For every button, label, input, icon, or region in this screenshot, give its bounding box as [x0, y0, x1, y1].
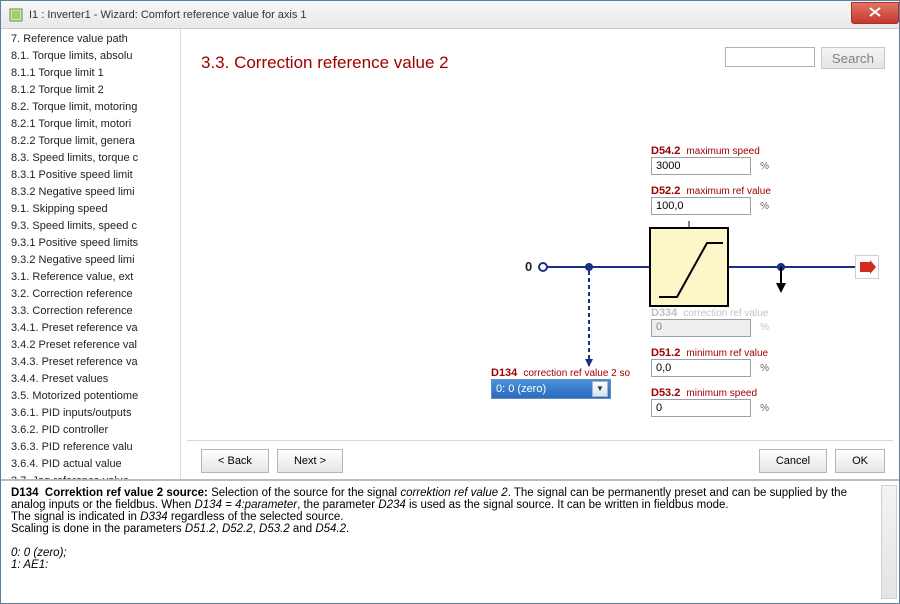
- param-code: D53.2: [651, 387, 680, 399]
- help-text: , the parameter: [297, 499, 378, 511]
- param-d54-2-input[interactable]: [651, 157, 751, 175]
- help-text: The signal is indicated in: [11, 511, 140, 523]
- param-unit: %: [760, 403, 769, 414]
- nav-item[interactable]: 8.2.1 Torque limit, motori: [1, 116, 180, 133]
- nav-item[interactable]: 8.1. Torque limits, absolu: [1, 48, 180, 65]
- help-scrollbar[interactable]: [881, 485, 897, 599]
- nav-item[interactable]: 3.4.4. Preset values: [1, 371, 180, 388]
- param-code: D134: [491, 367, 517, 379]
- param-label: minimum ref value: [686, 348, 768, 359]
- titlebar: I1 : Inverter1 - Wizard: Comfort referen…: [1, 1, 899, 29]
- nav-item[interactable]: 9.1. Skipping speed: [1, 201, 180, 218]
- param-label: minimum speed: [686, 388, 757, 399]
- help-title: Correktion ref value 2 source:: [45, 487, 208, 499]
- zero-label: 0: [525, 259, 532, 274]
- param-label: correction ref value: [683, 308, 768, 319]
- nav-item[interactable]: 8.2.2 Torque limit, genera: [1, 133, 180, 150]
- param-d52-2-input[interactable]: [651, 197, 751, 215]
- param-d51-2: D51.2 minimum ref value %: [651, 347, 769, 377]
- separator: [187, 440, 893, 441]
- param-d334-value: 0: [651, 319, 751, 337]
- help-text: D54.2: [315, 523, 346, 535]
- param-d53-2: D53.2 minimum speed %: [651, 387, 769, 417]
- close-button[interactable]: [851, 2, 899, 24]
- back-button[interactable]: < Back: [201, 449, 269, 473]
- nav-item[interactable]: 3.4.3. Preset reference va: [1, 354, 180, 371]
- param-code: D54.2: [651, 145, 680, 157]
- search-input[interactable]: [725, 47, 815, 67]
- arrow-right-icon: [858, 260, 876, 274]
- param-unit: %: [760, 363, 769, 374]
- help-text: and: [290, 523, 316, 535]
- param-unit: %: [760, 161, 769, 172]
- param-unit: %: [760, 201, 769, 212]
- param-d334: D334 correction ref value 0 %: [651, 307, 769, 337]
- nav-item[interactable]: 9.3.2 Negative speed limi: [1, 252, 180, 269]
- help-option: 0: 0 (zero);: [11, 547, 67, 559]
- limiter-block: [649, 227, 729, 307]
- content-pane: Search 3.3. Correction reference value 2…: [181, 29, 899, 479]
- help-text: D51.2: [185, 523, 216, 535]
- ok-button[interactable]: OK: [835, 449, 885, 473]
- d134-dropdown[interactable]: 0: 0 (zero) ▼: [491, 379, 611, 399]
- nav-item[interactable]: 3.3. Correction reference: [1, 303, 180, 320]
- help-option: 1: AE1:: [11, 559, 48, 571]
- nav-item[interactable]: 8.1.2 Torque limit 2: [1, 82, 180, 99]
- param-label: correction ref value 2 so: [523, 368, 630, 379]
- param-d52-2: D52.2 maximum ref value %: [651, 185, 771, 215]
- search-button[interactable]: Search: [821, 47, 885, 69]
- nav-item[interactable]: 3.6.3. PID reference valu: [1, 439, 180, 456]
- help-text: D53.2: [259, 523, 290, 535]
- nav-item[interactable]: 8.3. Speed limits, torque c: [1, 150, 180, 167]
- nav-item[interactable]: 3.6.2. PID controller: [1, 422, 180, 439]
- help-text: D134 = 4:parameter: [194, 499, 297, 511]
- param-code: D51.2: [651, 347, 680, 359]
- param-unit: %: [760, 322, 769, 333]
- nav-item[interactable]: 8.1.1 Torque limit 1: [1, 65, 180, 82]
- next-button[interactable]: Next >: [277, 449, 343, 473]
- nav-item[interactable]: 3.4.1. Preset reference va: [1, 320, 180, 337]
- param-label: maximum speed: [686, 146, 759, 157]
- cancel-button[interactable]: Cancel: [759, 449, 827, 473]
- param-d53-2-input[interactable]: [651, 399, 751, 417]
- help-text: Scaling is done in the parameters: [11, 523, 185, 535]
- nav-item[interactable]: 3.6.4. PID actual value: [1, 456, 180, 473]
- help-text: correktion ref value 2: [400, 487, 507, 499]
- signal-diagram: D54.2 maximum speed % D52.2 maximum ref …: [201, 83, 861, 423]
- nav-item[interactable]: 3.5. Motorized potentiome: [1, 388, 180, 405]
- nav-item[interactable]: 3.2. Correction reference: [1, 286, 180, 303]
- nav-item[interactable]: 9.3. Speed limits, speed c: [1, 218, 180, 235]
- limiter-curve-icon: [651, 229, 731, 309]
- param-code: D52.2: [651, 185, 680, 197]
- window-title: I1 : Inverter1 - Wizard: Comfort referen…: [29, 9, 851, 21]
- param-d51-2-input[interactable]: [651, 359, 751, 377]
- dropdown-selected: 0: 0 (zero): [496, 383, 546, 395]
- param-label: maximum ref value: [686, 186, 770, 197]
- help-code: D134: [11, 487, 39, 499]
- help-text: regardless of the selected source.: [168, 511, 344, 523]
- nav-item[interactable]: 3.4.2 Preset reference val: [1, 337, 180, 354]
- nav-item[interactable]: 9.3.1 Positive speed limits: [1, 235, 180, 252]
- help-text: D234: [378, 499, 406, 511]
- nav-tree[interactable]: 7. Reference value path8.1. Torque limit…: [1, 29, 181, 479]
- help-panel: D134 Correktion ref value 2 source: Sele…: [1, 479, 899, 603]
- chevron-down-icon: ▼: [592, 381, 608, 397]
- help-text: D334: [140, 511, 168, 523]
- param-d134: D134 correction ref value 2 so 0: 0 (zer…: [491, 367, 630, 399]
- nav-item[interactable]: 3.1. Reference value, ext: [1, 269, 180, 286]
- main-area: 7. Reference value path8.1. Torque limit…: [1, 29, 899, 479]
- help-text: is used as the signal source. It can be …: [406, 499, 729, 511]
- param-d54-2: D54.2 maximum speed %: [651, 145, 769, 175]
- nav-item[interactable]: 7. Reference value path: [1, 31, 180, 48]
- app-icon: [9, 8, 23, 22]
- nav-item[interactable]: 3.6.1. PID inputs/outputs: [1, 405, 180, 422]
- wizard-buttons: < Back Next > Cancel OK: [201, 449, 885, 473]
- help-text: Selection of the source for the signal: [211, 487, 400, 499]
- help-text: .: [346, 523, 349, 535]
- output-arrow[interactable]: [855, 255, 879, 279]
- nav-item[interactable]: 8.2. Torque limit, motoring: [1, 99, 180, 116]
- nav-item[interactable]: 8.3.1 Positive speed limit: [1, 167, 180, 184]
- nav-item[interactable]: 8.3.2 Negative speed limi: [1, 184, 180, 201]
- help-text: D52.2: [222, 523, 253, 535]
